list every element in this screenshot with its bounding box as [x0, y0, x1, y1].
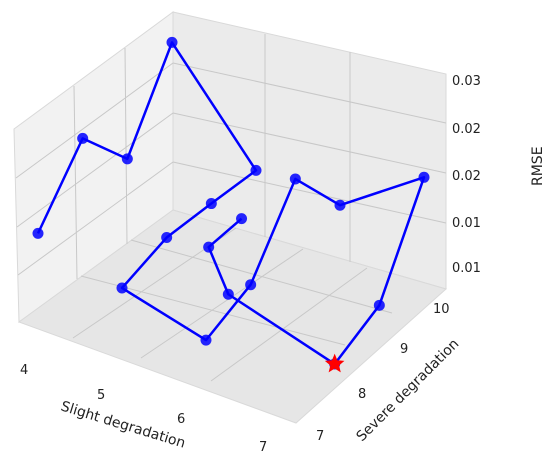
series-layer	[32, 36, 430, 373]
z-tick-label: 0.01	[452, 216, 481, 231]
y-tick-label: 9	[400, 342, 408, 357]
z-tick-label: 0.02	[452, 122, 481, 137]
y-tick-label: 7	[316, 429, 324, 444]
z-tick-label: 0.03	[452, 74, 481, 89]
grid-line	[15, 62, 174, 179]
data-point	[205, 198, 217, 210]
grid-line	[16, 112, 174, 228]
data-point	[121, 153, 133, 165]
x-tick-label: 7	[259, 440, 267, 455]
x-tick-label: 5	[97, 388, 105, 403]
best-point-star	[324, 353, 345, 373]
data-point	[203, 241, 215, 253]
z-tick-label: 0.01	[452, 261, 481, 276]
z-tick-label: 0.02	[452, 169, 481, 184]
grid-line	[73, 85, 78, 280]
data-point	[166, 36, 178, 48]
z-axis: 0.01 0.01 0.02 0.02 0.03 RMSE	[452, 74, 546, 276]
data-point	[289, 173, 301, 185]
series-line	[36, 41, 426, 366]
data-point	[250, 164, 262, 176]
data-point	[236, 213, 248, 225]
data-point	[32, 227, 44, 239]
grid-line	[210, 267, 368, 382]
y-tick-label: 8	[358, 387, 366, 402]
data-point	[334, 199, 346, 211]
z-axis-label: RMSE	[530, 146, 546, 186]
grid-line	[17, 161, 174, 276]
x-tick-label: 4	[20, 363, 28, 378]
grid-line	[124, 47, 128, 245]
grid-line	[172, 62, 447, 124]
axes-panes	[13, 11, 448, 424]
data-point	[222, 288, 234, 300]
data-point	[116, 282, 128, 294]
data-point	[200, 334, 212, 346]
data-point	[418, 171, 430, 183]
grid-line	[172, 161, 447, 224]
grid-lines	[15, 34, 447, 382]
y-tick-label: 10	[433, 302, 450, 317]
x-tick-label: 6	[177, 412, 185, 427]
grid-line	[140, 248, 304, 359]
data-point	[77, 132, 89, 144]
data-point	[373, 299, 385, 311]
data-point	[161, 232, 173, 244]
grid-line	[172, 112, 447, 174]
data-point	[245, 279, 257, 291]
x-axis-label: Slight degradation	[59, 399, 187, 452]
